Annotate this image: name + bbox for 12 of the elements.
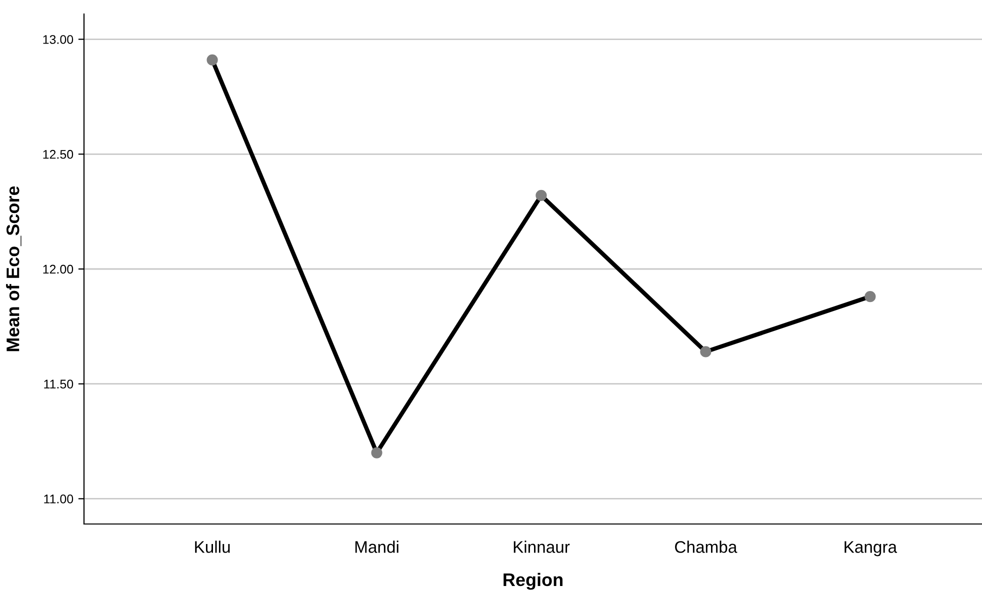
y-tick-label: 13.00 [43,35,74,44]
x-tick-label: Kangra [844,541,898,556]
x-tick-label: Chamba [675,540,738,553]
x-tick-label: Kullu [195,540,230,553]
y-tick-label: 12.50 [43,150,74,159]
y-axis-title: Mean of Eco_Score [6,186,22,352]
x-tick-label: Kinnaur [514,540,570,553]
y-tick-label: 11.00 [44,494,74,504]
x-axis-title: Region [504,572,562,590]
y-tick-label: 12.00 [43,264,74,274]
y-tick-label: 11.50 [44,380,74,389]
x-tick-label: Mandi [355,540,398,553]
